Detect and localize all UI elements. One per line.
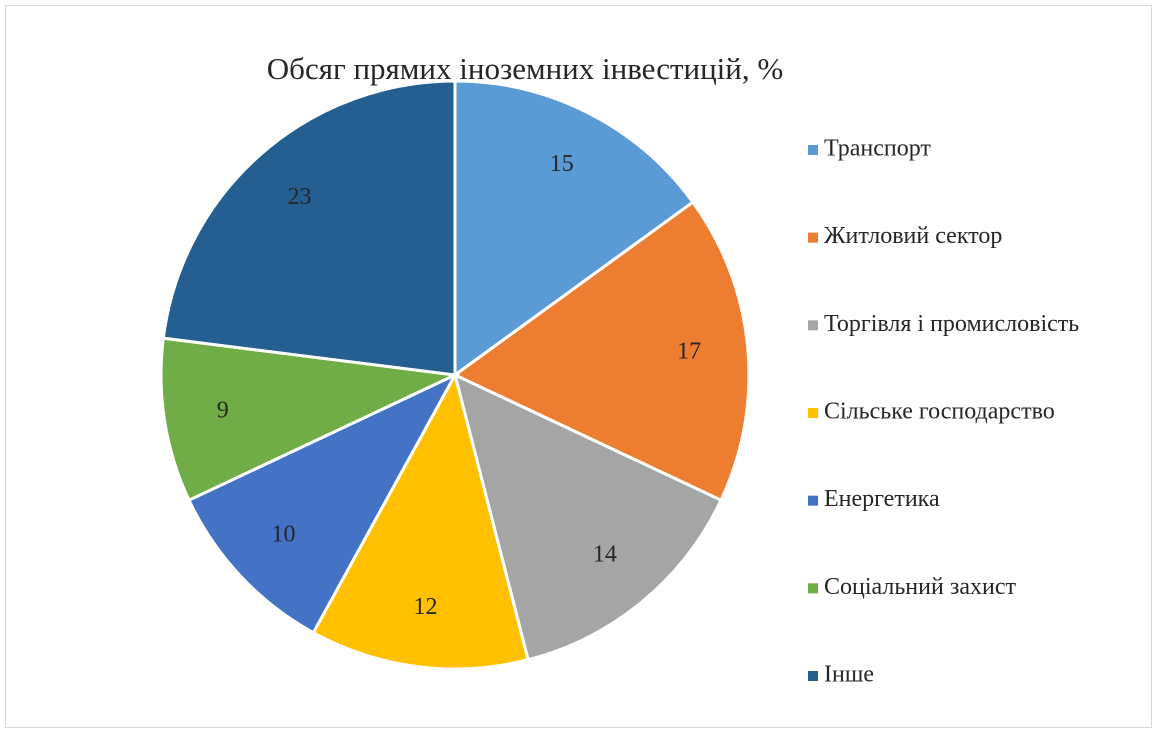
chart-title: Обсяг прямих іноземних інвестицій, %: [267, 51, 783, 86]
legend-swatch: [808, 671, 818, 681]
legend-swatch: [808, 232, 818, 243]
data-label: 14: [593, 542, 617, 568]
legend-label: Енергетика: [824, 486, 940, 512]
pie-slice: [453, 79, 695, 378]
pie-slice: [159, 336, 461, 503]
pie-slice: [311, 370, 530, 671]
data-label: 23: [287, 184, 311, 210]
data-label: 10: [272, 522, 296, 548]
legend-swatch: [808, 145, 818, 155]
pie-slice: [161, 79, 457, 377]
pie-slice: [452, 200, 751, 503]
legend-label: Сільське господарство: [824, 399, 1055, 425]
legend-label: Транспорт: [824, 136, 931, 162]
data-label: 17: [677, 338, 701, 364]
pie-slice: [186, 371, 459, 635]
legend-swatch: [808, 408, 818, 418]
legend-swatch: [808, 495, 818, 506]
pie-slice: [452, 372, 724, 662]
legend-swatch: [808, 320, 818, 331]
data-label: 15: [550, 151, 574, 177]
legend-label: Житловий сектор: [824, 223, 1002, 249]
data-label: 12: [414, 594, 438, 620]
legend-swatch: [808, 583, 818, 594]
data-label: 9: [217, 397, 229, 423]
legend-label: Соціальний захист: [824, 574, 1016, 600]
legend-label: Торгівля і промисловість: [824, 311, 1079, 337]
legend-label: Інше: [824, 662, 874, 688]
